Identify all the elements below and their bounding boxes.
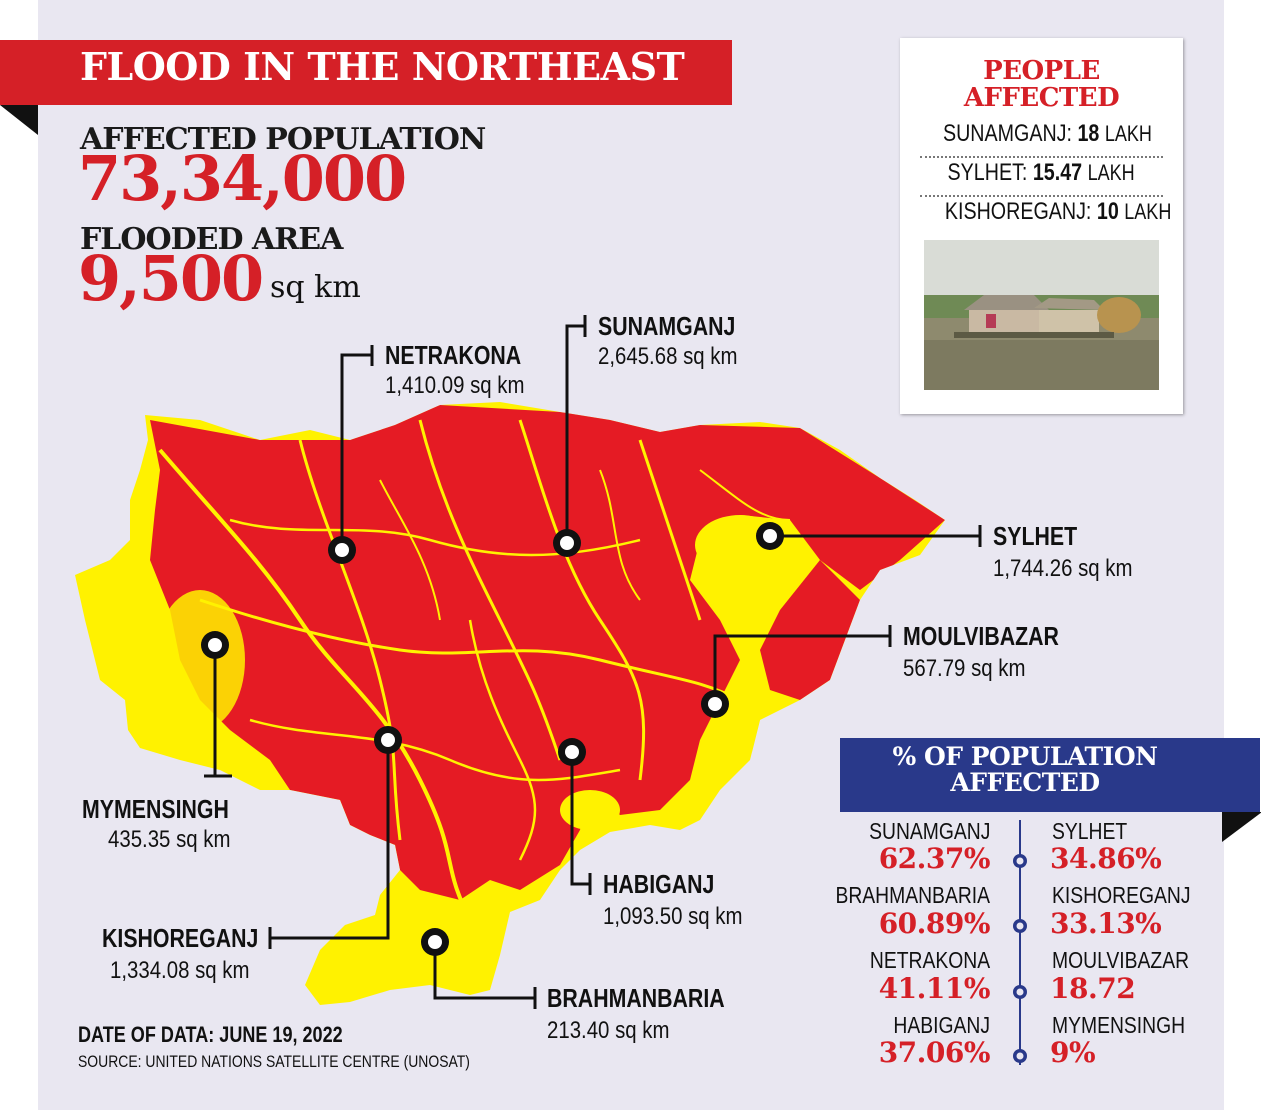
pct-left-name-2: BRAHMANBARIA xyxy=(835,882,990,908)
habiganj-leader xyxy=(570,752,590,886)
people-row-sylhet: SYLHET: 15.47 LAKH xyxy=(920,159,1163,197)
netrakona-name: NETRAKONA xyxy=(385,340,522,370)
sunamganj-marker xyxy=(553,529,581,557)
title-banner xyxy=(0,40,732,105)
people-affected-title-line1: PEOPLE xyxy=(983,56,1100,86)
percent-title-line1: % OF POPULATION xyxy=(892,742,1158,771)
kishoreganj-marker xyxy=(374,726,402,754)
people-row-value: 18 xyxy=(1077,120,1100,147)
pct-left-name-3: NETRAKONA xyxy=(869,947,990,973)
people-row-value: 10 xyxy=(1096,198,1119,225)
pct-right-value-1: 34.86% xyxy=(1050,842,1162,875)
area-label: FLOODED AREA xyxy=(80,222,343,257)
page-title: FLOOD IN THE NORTHEAST xyxy=(80,44,685,89)
sunamganj-area: 2,645.68 sq km xyxy=(598,343,738,370)
data-date: DATE OF DATA: JUNE 19, 2022 xyxy=(78,1022,343,1047)
people-row-kishoreganj: KISHOREGANJ: 10 LAKH xyxy=(920,198,1172,236)
people-row-name: KISHOREGANJ: xyxy=(944,198,1092,225)
pct-right-value-2: 33.13% xyxy=(1050,907,1162,940)
mymensingh-area: 435.35 sq km xyxy=(108,826,231,853)
moulvibazar-name: MOULVIBAZAR xyxy=(903,621,1059,651)
percent-timeline xyxy=(1013,820,1027,1065)
moulvibazar-leader xyxy=(713,634,890,704)
sylhet-marker xyxy=(756,522,784,550)
netrakona-area: 1,410.09 sq km xyxy=(385,372,525,399)
people-row-name: SYLHET: xyxy=(947,159,1028,186)
population-value: 73,34,000 xyxy=(78,142,407,215)
pct-left-name-4: HABIGANJ xyxy=(893,1012,990,1038)
brahmanbaria-name: BRAHMANBARIA xyxy=(547,983,725,1013)
sunamganj-leader xyxy=(565,324,585,543)
area-value: 9,500 xyxy=(78,242,264,315)
flooded-area-east xyxy=(760,560,860,700)
percent-title-line2: AFFECTED xyxy=(950,768,1100,797)
kishoreganj-name: KISHOREGANJ xyxy=(102,923,259,953)
population-label: AFFECTED POPULATION xyxy=(80,122,486,157)
mymensingh-marker xyxy=(201,631,229,659)
sylhet-area: 1,744.26 sq km xyxy=(993,555,1133,582)
kishoreganj-area: 1,334.08 sq km xyxy=(110,957,250,984)
title-banner-fold xyxy=(0,105,38,135)
data-source: SOURCE: UNITED NATIONS SATELLITE CENTRE … xyxy=(78,1052,470,1071)
pct-right-value-3: 18.72 xyxy=(1050,972,1136,1005)
habiganj-marker xyxy=(558,738,586,766)
people-affected-title: PEOPLE AFFECTED xyxy=(900,58,1183,112)
habiganj-area: 1,093.50 sq km xyxy=(603,903,743,930)
people-affected-card: PEOPLE AFFECTED SUNAMGANJ: 18 LAKH SYLHE… xyxy=(900,38,1183,414)
brahmanbaria-marker xyxy=(421,928,449,956)
card-divider xyxy=(920,195,1163,197)
pct-right-name-1: SYLHET xyxy=(1052,818,1128,844)
flood-photo xyxy=(924,240,1159,390)
people-affected-title-line2: AFFECTED xyxy=(963,83,1120,113)
percent-banner xyxy=(840,738,1260,812)
people-row-unit: LAKH xyxy=(1104,121,1152,146)
mymensingh-name: MYMENSINGH xyxy=(82,794,229,824)
habiganj-name: HABIGANJ xyxy=(603,869,715,899)
people-row-name: SUNAMGANJ: xyxy=(942,120,1072,147)
people-row-unit: LAKH xyxy=(1087,160,1136,185)
sunamganj-name: SUNAMGANJ xyxy=(598,311,736,341)
card-divider xyxy=(920,156,1163,158)
pct-left-value-3: 41.11% xyxy=(878,972,991,1005)
pct-right-name-3: MOULVIBAZAR xyxy=(1052,947,1190,973)
people-row-unit: LAKH xyxy=(1124,199,1172,224)
people-row-value: 15.47 xyxy=(1033,159,1083,186)
moulvibazar-marker xyxy=(701,690,729,718)
pct-left-value-2: 60.89% xyxy=(878,907,991,940)
brahmanbaria-area: 213.40 sq km xyxy=(547,1017,670,1044)
brahmanbaria-leader xyxy=(433,942,535,1000)
moulvibazar-area: 567.79 sq km xyxy=(903,655,1026,682)
pct-right-name-2: KISHOREGANJ xyxy=(1052,882,1191,908)
pct-right-name-4: MYMENSINGH xyxy=(1052,1012,1186,1038)
kishoreganj-leader xyxy=(270,740,390,940)
pct-left-name-1: SUNAMGANJ xyxy=(868,818,990,844)
pct-left-value-1: 62.37% xyxy=(878,842,991,875)
area-unit: sq km xyxy=(270,270,361,305)
netrakona-leader xyxy=(340,353,372,550)
sylhet-name: SYLHET xyxy=(993,521,1078,551)
people-row-sunamganj: SUNAMGANJ: 18 LAKH xyxy=(920,120,1163,158)
percent-banner-fold xyxy=(1222,812,1261,842)
pct-left-value-4: 37.06% xyxy=(878,1036,991,1069)
percent-title: % OF POPULATION AFFECTED xyxy=(840,744,1210,796)
netrakona-marker xyxy=(328,536,356,564)
pct-right-value-4: 9% xyxy=(1050,1036,1096,1069)
